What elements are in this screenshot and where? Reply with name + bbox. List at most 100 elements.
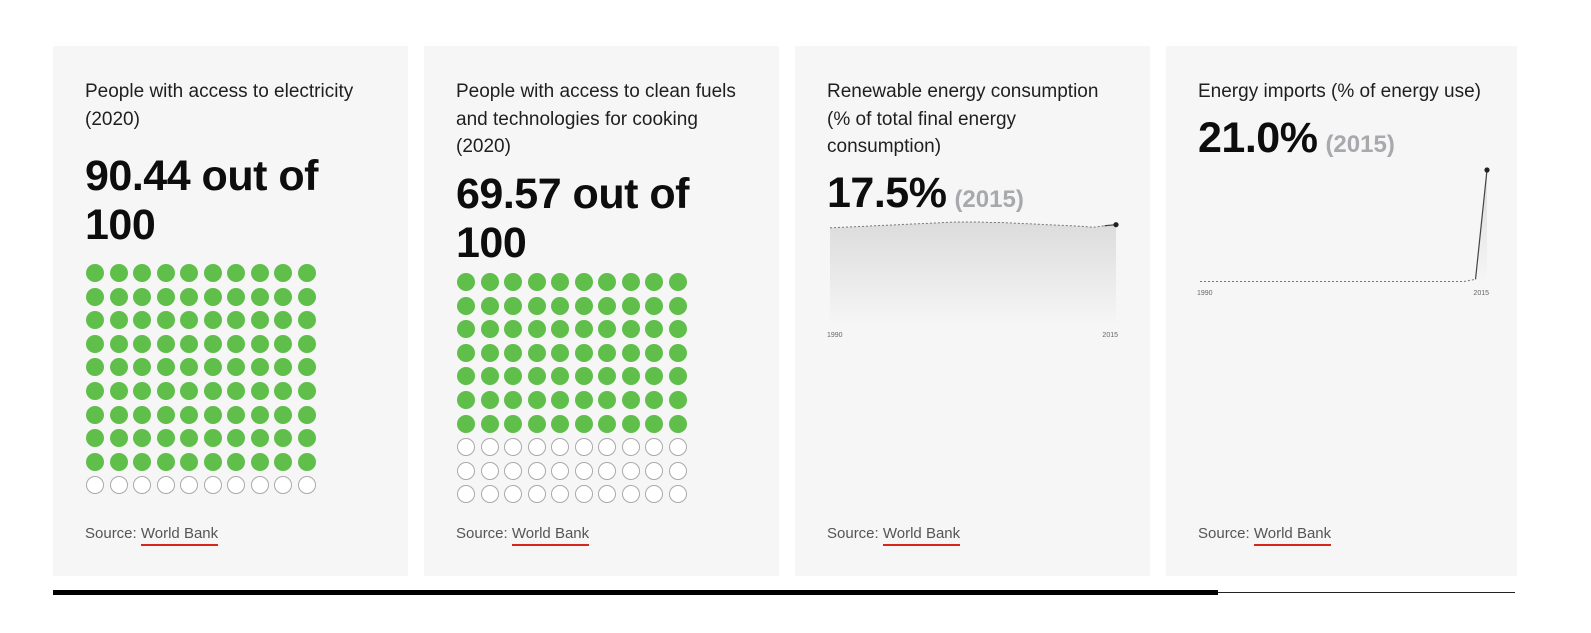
dot-filled	[457, 343, 475, 362]
dot-filled	[180, 452, 198, 471]
dot-filled	[480, 367, 499, 386]
dot-filled	[133, 334, 151, 353]
dot-filled	[250, 405, 269, 424]
dot-filled	[227, 311, 245, 330]
dot-grid	[457, 273, 687, 504]
dot-empty	[527, 485, 546, 504]
source-link-world-bank[interactable]: World Bank	[1253, 525, 1332, 546]
dot-filled	[250, 264, 269, 282]
dot-filled	[109, 264, 128, 282]
dot-empty	[480, 461, 499, 480]
source-line: Source: World Bank	[85, 524, 219, 546]
dot-empty	[668, 485, 687, 504]
dot-empty	[574, 461, 593, 480]
dot-filled	[504, 273, 522, 291]
dot-empty	[527, 438, 546, 457]
dot-filled	[551, 296, 569, 315]
dot-filled	[180, 311, 198, 330]
card-value: 69.57 out of 100	[456, 170, 759, 268]
source-link-world-bank[interactable]: World Bank	[882, 525, 961, 546]
dot-empty	[621, 438, 640, 457]
dot-filled	[297, 264, 316, 282]
dot-filled	[203, 429, 222, 448]
dot-filled	[598, 390, 616, 409]
dot-empty	[645, 438, 663, 457]
source-line: Source: World Bank	[456, 524, 590, 546]
dot-filled	[598, 296, 616, 315]
dot-filled	[227, 264, 245, 282]
dot-filled	[133, 264, 151, 282]
dot-empty	[598, 485, 616, 504]
dot-filled	[109, 287, 128, 306]
dot-filled	[645, 320, 663, 339]
dot-filled	[86, 264, 104, 282]
dot-filled	[574, 320, 593, 339]
dot-empty	[457, 438, 475, 457]
dot-filled	[109, 429, 128, 448]
dot-empty	[598, 461, 616, 480]
dot-filled	[250, 287, 269, 306]
dot-filled	[133, 381, 151, 400]
card-title: People with access to clean fuels and te…	[456, 81, 736, 157]
dot-filled	[86, 334, 104, 353]
dot-filled	[274, 334, 292, 353]
dot-filled	[86, 381, 104, 400]
dot-filled	[156, 381, 175, 400]
dot-empty	[645, 485, 663, 504]
dot-filled	[574, 296, 593, 315]
dot-filled	[527, 367, 546, 386]
dot-empty	[180, 476, 198, 495]
dot-filled	[297, 358, 316, 377]
dot-empty	[457, 461, 475, 480]
dot-empty	[109, 476, 128, 495]
dot-filled	[203, 452, 222, 471]
dot-filled	[480, 414, 499, 433]
source-link-world-bank[interactable]: World Bank	[140, 525, 219, 546]
dot-filled	[551, 367, 569, 386]
dot-filled	[86, 311, 104, 330]
dot-filled	[86, 429, 104, 448]
dot-empty	[574, 438, 593, 457]
source-link-world-bank[interactable]: World Bank	[511, 525, 590, 546]
sparkline-end-point	[1484, 167, 1490, 173]
dot-filled	[551, 273, 569, 291]
dot-empty	[527, 461, 546, 480]
dot-filled	[297, 311, 316, 330]
dot-filled	[645, 367, 663, 386]
dot-filled	[297, 452, 316, 471]
dot-filled	[457, 367, 475, 386]
sparkline-x-start-label: 1990	[827, 332, 843, 339]
dot-empty	[156, 476, 175, 495]
dot-filled	[274, 287, 292, 306]
dot-filled	[574, 273, 593, 291]
dot-filled	[86, 452, 104, 471]
dot-filled	[297, 429, 316, 448]
source-line: Source: World Bank	[827, 524, 961, 546]
dot-empty	[621, 461, 640, 480]
dot-filled	[227, 358, 245, 377]
dot-filled	[133, 287, 151, 306]
dot-empty	[274, 476, 292, 495]
dot-filled	[203, 287, 222, 306]
dot-empty	[504, 485, 522, 504]
dot-filled	[180, 264, 198, 282]
dot-filled	[574, 414, 593, 433]
dot-filled	[527, 273, 546, 291]
dot-empty	[668, 438, 687, 457]
dot-filled	[645, 273, 663, 291]
card-electricity-access: People with access to electricity (2020)…	[53, 46, 408, 576]
dot-filled	[574, 367, 593, 386]
dot-filled	[598, 367, 616, 386]
dot-filled	[133, 405, 151, 424]
dot-filled	[504, 343, 522, 362]
card-value-year: (2015)	[954, 186, 1024, 213]
dot-empty	[227, 476, 245, 495]
dot-filled	[504, 367, 522, 386]
card-title: Renewable energy consumption (% of total…	[827, 81, 1099, 157]
dot-filled	[156, 452, 175, 471]
dot-filled	[645, 343, 663, 362]
dot-filled	[598, 343, 616, 362]
dot-filled	[621, 414, 640, 433]
dot-filled	[480, 320, 499, 339]
card-value: 90.44 out of 100	[85, 152, 388, 250]
